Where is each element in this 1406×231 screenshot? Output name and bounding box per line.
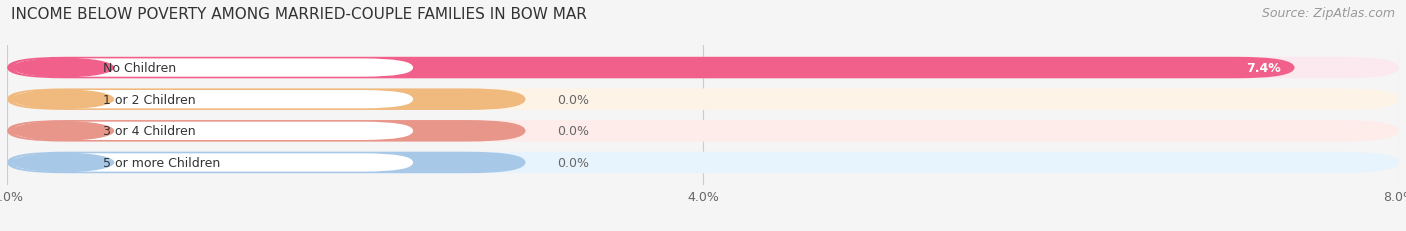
FancyBboxPatch shape — [13, 91, 413, 109]
FancyBboxPatch shape — [13, 154, 413, 172]
FancyBboxPatch shape — [7, 89, 526, 110]
Circle shape — [13, 59, 114, 77]
Text: No Children: No Children — [104, 62, 177, 75]
Text: Source: ZipAtlas.com: Source: ZipAtlas.com — [1261, 7, 1395, 20]
FancyBboxPatch shape — [7, 152, 1399, 173]
FancyBboxPatch shape — [13, 122, 413, 140]
Text: 0.0%: 0.0% — [558, 156, 589, 169]
Text: 0.0%: 0.0% — [558, 125, 589, 138]
Circle shape — [13, 91, 114, 109]
FancyBboxPatch shape — [7, 58, 1399, 79]
FancyBboxPatch shape — [7, 121, 526, 142]
Text: 0.0%: 0.0% — [558, 93, 589, 106]
FancyBboxPatch shape — [7, 89, 1399, 110]
FancyBboxPatch shape — [7, 121, 1399, 142]
Text: 5 or more Children: 5 or more Children — [104, 156, 221, 169]
Text: 3 or 4 Children: 3 or 4 Children — [104, 125, 195, 138]
FancyBboxPatch shape — [7, 152, 526, 173]
Circle shape — [13, 154, 114, 172]
FancyBboxPatch shape — [7, 58, 1295, 79]
FancyBboxPatch shape — [13, 59, 413, 77]
Text: 1 or 2 Children: 1 or 2 Children — [104, 93, 195, 106]
Circle shape — [13, 122, 114, 140]
Text: 7.4%: 7.4% — [1246, 62, 1281, 75]
Text: INCOME BELOW POVERTY AMONG MARRIED-COUPLE FAMILIES IN BOW MAR: INCOME BELOW POVERTY AMONG MARRIED-COUPL… — [11, 7, 588, 22]
